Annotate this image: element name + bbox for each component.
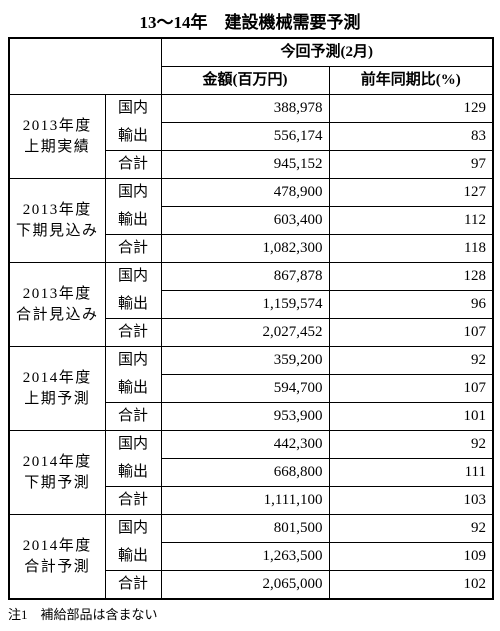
row-label-domestic: 国内 bbox=[105, 95, 161, 123]
cell-amount: 478,900 bbox=[161, 179, 329, 207]
cell-amount: 1,111,100 bbox=[161, 487, 329, 515]
period-name: 2013年度上期実績 bbox=[9, 95, 105, 179]
row-label-total: 合計 bbox=[105, 151, 161, 179]
col-yoy: 前年同期比(%) bbox=[329, 67, 493, 95]
row-label-export: 輸出 bbox=[105, 375, 161, 403]
row-label-export: 輸出 bbox=[105, 543, 161, 571]
cell-amount: 442,300 bbox=[161, 431, 329, 459]
row-label-domestic: 国内 bbox=[105, 515, 161, 543]
table-row: 2013年度上期実績国内388,978129 bbox=[9, 95, 493, 123]
cell-amount: 867,878 bbox=[161, 263, 329, 291]
cell-yoy: 128 bbox=[329, 263, 493, 291]
row-label-export: 輸出 bbox=[105, 459, 161, 487]
cell-yoy: 109 bbox=[329, 543, 493, 571]
cell-yoy: 112 bbox=[329, 207, 493, 235]
cell-yoy: 83 bbox=[329, 123, 493, 151]
cell-yoy: 111 bbox=[329, 459, 493, 487]
cell-amount: 2,065,000 bbox=[161, 571, 329, 600]
row-label-total: 合計 bbox=[105, 235, 161, 263]
row-label-domestic: 国内 bbox=[105, 263, 161, 291]
cell-yoy: 92 bbox=[329, 431, 493, 459]
row-label-domestic: 国内 bbox=[105, 347, 161, 375]
period-name: 2013年度合計見込み bbox=[9, 263, 105, 347]
col-amount: 金額(百万円) bbox=[161, 67, 329, 95]
row-label-domestic: 国内 bbox=[105, 431, 161, 459]
header-blank-2 bbox=[9, 67, 161, 95]
cell-yoy: 92 bbox=[329, 347, 493, 375]
header-row-1: 今回予測(2月) bbox=[9, 38, 493, 67]
cell-amount: 603,400 bbox=[161, 207, 329, 235]
cell-yoy: 103 bbox=[329, 487, 493, 515]
cell-yoy: 96 bbox=[329, 291, 493, 319]
table-row: 2014年度合計予測国内801,50092 bbox=[9, 515, 493, 543]
cell-amount: 953,900 bbox=[161, 403, 329, 431]
table-row: 2013年度合計見込み国内867,878128 bbox=[9, 263, 493, 291]
cell-amount: 1,263,500 bbox=[161, 543, 329, 571]
row-label-total: 合計 bbox=[105, 571, 161, 600]
cell-amount: 594,700 bbox=[161, 375, 329, 403]
cell-amount: 359,200 bbox=[161, 347, 329, 375]
cell-amount: 556,174 bbox=[161, 123, 329, 151]
cell-yoy: 129 bbox=[329, 95, 493, 123]
period-name: 2014年度下期予測 bbox=[9, 431, 105, 515]
row-label-domestic: 国内 bbox=[105, 179, 161, 207]
cell-yoy: 101 bbox=[329, 403, 493, 431]
period-name: 2014年度上期予測 bbox=[9, 347, 105, 431]
cell-amount: 801,500 bbox=[161, 515, 329, 543]
footnote: 注1 補給部品は含まない bbox=[8, 604, 492, 623]
cell-yoy: 118 bbox=[329, 235, 493, 263]
cell-yoy: 92 bbox=[329, 515, 493, 543]
cell-yoy: 107 bbox=[329, 319, 493, 347]
cell-amount: 1,082,300 bbox=[161, 235, 329, 263]
cell-yoy: 97 bbox=[329, 151, 493, 179]
table-row: 2014年度上期予測国内359,20092 bbox=[9, 347, 493, 375]
row-label-total: 合計 bbox=[105, 319, 161, 347]
header-blank bbox=[9, 38, 161, 67]
cell-amount: 388,978 bbox=[161, 95, 329, 123]
table-row: 2014年度下期予測国内442,30092 bbox=[9, 431, 493, 459]
cell-yoy: 127 bbox=[329, 179, 493, 207]
period-name: 2013年度下期見込み bbox=[9, 179, 105, 263]
cell-amount: 668,800 bbox=[161, 459, 329, 487]
cell-amount: 2,027,452 bbox=[161, 319, 329, 347]
header-group: 今回予測(2月) bbox=[161, 38, 493, 67]
row-label-export: 輸出 bbox=[105, 207, 161, 235]
cell-yoy: 107 bbox=[329, 375, 493, 403]
period-name: 2014年度合計予測 bbox=[9, 515, 105, 600]
row-label-export: 輸出 bbox=[105, 123, 161, 151]
row-label-export: 輸出 bbox=[105, 291, 161, 319]
row-label-total: 合計 bbox=[105, 487, 161, 515]
cell-amount: 1,159,574 bbox=[161, 291, 329, 319]
table-title: 13～14年 建設機械需要予測 bbox=[8, 8, 492, 33]
cell-amount: 945,152 bbox=[161, 151, 329, 179]
row-label-total: 合計 bbox=[105, 403, 161, 431]
table-row: 2013年度下期見込み国内478,900127 bbox=[9, 179, 493, 207]
cell-yoy: 102 bbox=[329, 571, 493, 600]
header-row-2: 金額(百万円) 前年同期比(%) bbox=[9, 67, 493, 95]
forecast-table: 今回予測(2月) 金額(百万円) 前年同期比(%) 2013年度上期実績国内38… bbox=[8, 37, 494, 600]
